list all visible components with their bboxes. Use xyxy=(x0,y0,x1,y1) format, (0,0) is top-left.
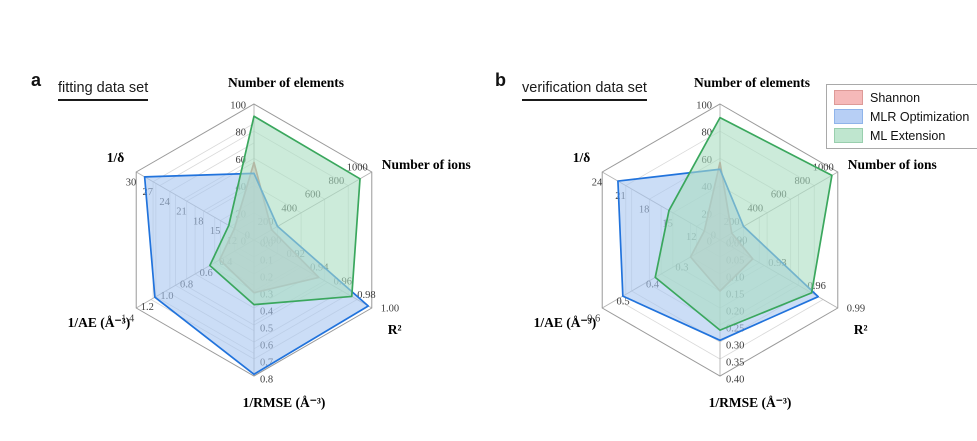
svg-text:100: 100 xyxy=(696,101,712,112)
svg-text:0.8: 0.8 xyxy=(260,375,273,386)
svg-text:80: 80 xyxy=(702,128,713,139)
svg-text:24: 24 xyxy=(592,178,603,189)
svg-text:0.99: 0.99 xyxy=(847,304,865,315)
radar-series-ml-extension xyxy=(654,116,833,331)
legend: Shannon MLR Optimization ML Extension xyxy=(826,84,977,149)
svg-text:0.96: 0.96 xyxy=(808,281,826,292)
svg-text:1.2: 1.2 xyxy=(141,302,154,313)
legend-label: Shannon xyxy=(870,90,921,105)
axis-title-delta: 1/δ xyxy=(107,150,125,165)
panel-b-letter: b xyxy=(495,70,506,90)
radar-outline xyxy=(601,103,839,377)
axis-title-rmse: 1/RMSE (Å⁻³) xyxy=(243,395,326,410)
axis-title-elements: Number of elements xyxy=(228,75,344,90)
axis-titles: Number of elements Number of ions R² 1/RMSE… xyxy=(534,75,937,410)
ml-swatch-icon xyxy=(834,128,863,143)
axis-title-ae: 1/AE (Å⁻³) xyxy=(534,315,597,330)
axis-title-ions: Number of ions xyxy=(382,157,471,172)
svg-text:1000: 1000 xyxy=(347,163,368,174)
svg-text:1.4: 1.4 xyxy=(121,314,135,325)
legend-item-shannon: Shannon xyxy=(834,90,970,105)
axis-title-ions: Number of ions xyxy=(848,157,937,172)
svg-text:0.6: 0.6 xyxy=(587,314,600,325)
axis-title-r2: R² xyxy=(854,322,868,337)
panel-a-subtitle: fitting data set xyxy=(58,80,149,101)
svg-text:0.35: 0.35 xyxy=(726,358,744,369)
legend-item-ml-extension: ML Extension xyxy=(834,128,970,143)
mlr-swatch-icon xyxy=(834,109,863,124)
svg-text:1.00: 1.00 xyxy=(381,304,399,315)
axis-title-ae: 1/AE (Å⁻³) xyxy=(68,315,131,330)
axis-title-rmse: 1/RMSE (Å⁻³) xyxy=(709,395,792,410)
radar-chart-b: 020406080100020040060080010000.900.930.9… xyxy=(534,75,937,410)
legend-label: ML Extension xyxy=(870,128,946,143)
radar-series-ml-extension xyxy=(208,115,361,306)
svg-text:0.40: 0.40 xyxy=(726,375,744,386)
legend-label: MLR Optimization xyxy=(870,109,970,124)
svg-text:30: 30 xyxy=(126,178,137,189)
radar-chart-a: 020406080100020040060080010000.900.920.9… xyxy=(68,75,471,410)
legend-item-mlr-optimization: MLR Optimization xyxy=(834,109,970,124)
svg-text:0.30: 0.30 xyxy=(726,341,744,352)
svg-text:0.5: 0.5 xyxy=(617,297,630,308)
svg-text:80: 80 xyxy=(236,128,247,139)
svg-text:60: 60 xyxy=(236,155,247,166)
axis-titles: Number of elements Number of ions R² 1/RMSE… xyxy=(68,75,471,410)
svg-text:0.98: 0.98 xyxy=(357,290,375,301)
shannon-swatch-icon xyxy=(834,90,863,105)
svg-text:100: 100 xyxy=(230,101,246,112)
radar-outline xyxy=(135,103,373,377)
svg-text:1000: 1000 xyxy=(813,163,834,174)
panel-a-letter: a xyxy=(31,70,42,90)
axis-title-r2: R² xyxy=(388,322,402,337)
axis-title-elements: Number of elements xyxy=(694,75,810,90)
panel-b-subtitle: verification data set xyxy=(522,80,647,101)
axis-title-delta: 1/δ xyxy=(573,150,591,165)
